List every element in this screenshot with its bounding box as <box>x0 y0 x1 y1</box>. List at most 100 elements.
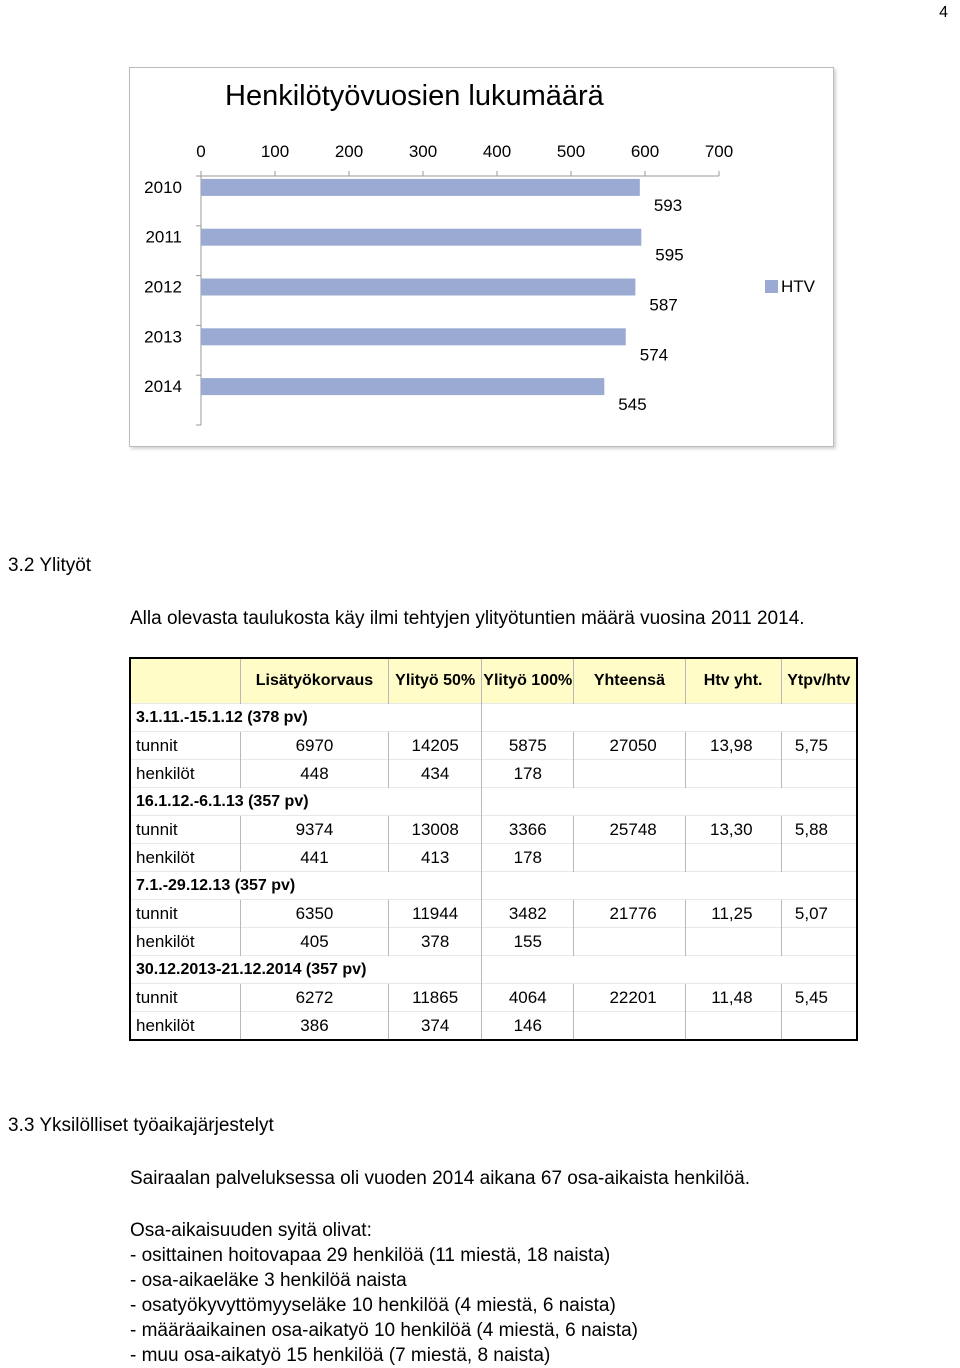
table-header-cell: Ytpv/htv <box>780 658 857 704</box>
period-row: 16.1.12.-6.1.13 (357 pv) <box>130 787 857 816</box>
category-label: 2011 <box>145 228 182 247</box>
legend-swatch <box>765 280 778 293</box>
table-cell <box>684 843 782 872</box>
table-cell: 25748 <box>573 815 686 844</box>
table-cell: 21776 <box>573 899 686 928</box>
table-row: tunnit 9374 13008 3366 25748 13,30 5,88 <box>130 815 857 844</box>
table-header-row: Lisätyökorvaus Ylityö 50% Ylityö 100% Yhtee… <box>130 658 857 704</box>
legend-label: HTV <box>781 277 816 296</box>
table-cell <box>684 927 782 956</box>
x-tick-label: 100 <box>261 142 289 161</box>
table-cell: 374 <box>387 1011 482 1040</box>
table-row: tunnit 6350 11944 3482 21776 11,25 5,07 <box>130 899 857 928</box>
section-heading-ylityot: 3.2 Ylityöt <box>8 555 92 576</box>
data-label: 574 <box>640 345 668 364</box>
category-label: 2013 <box>144 327 182 346</box>
chart-title: Henkilötyövuosien lukumäärä <box>225 80 604 112</box>
table-cell: 5875 <box>481 731 574 760</box>
row-label: henkilöt <box>130 843 241 872</box>
table-cell: 11944 <box>387 899 482 928</box>
period-label: 3.1.11.-15.1.12 (378 pv) <box>130 703 482 732</box>
x-tick-label: 400 <box>483 142 511 161</box>
row-label: henkilöt <box>130 759 241 788</box>
table-cell: 5,88 <box>780 815 857 844</box>
table-row: tunnit 6970 14205 5875 27050 13,98 5,75 <box>130 731 857 760</box>
table-cell: 22201 <box>573 983 686 1012</box>
table-cell: 155 <box>481 927 574 956</box>
table-cell: 5,75 <box>780 731 857 760</box>
section-heading-tyoaikajarjestelyt: 3.3 Yksilölliset työaikajärjestelyt <box>8 1115 274 1136</box>
table-cell: 11,25 <box>684 899 782 928</box>
table-cell: 6272 <box>240 983 389 1012</box>
intro-paragraph: Alla olevasta taulukosta käy ilmi tehtyj… <box>130 608 805 629</box>
table-cell: 178 <box>481 759 574 788</box>
x-tick-label: 500 <box>557 142 585 161</box>
bar <box>201 328 626 346</box>
table-row: henkilöt 405 378 155 <box>130 927 857 956</box>
data-label: 587 <box>649 296 677 315</box>
table-cell: 413 <box>387 843 482 872</box>
table-cell: 378 <box>387 927 482 956</box>
row-label: henkilöt <box>130 1011 241 1040</box>
period-label: 7.1.-29.12.13 (357 pv) <box>130 871 482 900</box>
table-cell: 4064 <box>481 983 574 1012</box>
bar <box>201 178 640 196</box>
reason-item: - määräaikainen osa-aikatyö 10 henkilöä … <box>130 1320 638 1341</box>
period-row: 3.1.11.-15.1.12 (378 pv) <box>130 703 857 732</box>
table-cell: 434 <box>387 759 482 788</box>
table-cell: 146 <box>481 1011 574 1040</box>
data-label: 545 <box>618 395 646 414</box>
table-header-cell: Lisätyökorvaus <box>240 658 389 704</box>
table-row: henkilöt 448 434 178 <box>130 759 857 788</box>
part-time-reasons: Osa-aikaisuuden syitä olivat: - osittain… <box>130 1218 638 1368</box>
table-cell <box>573 759 686 788</box>
table-cell: 178 <box>481 843 574 872</box>
table-cell <box>573 843 686 872</box>
reason-item: - osa-aikaeläke 3 henkilöä naista <box>130 1270 407 1291</box>
reason-item: - osittainen hoitovapaa 29 henkilöä (11 … <box>130 1245 611 1266</box>
data-label: 593 <box>654 196 682 215</box>
table-cell: 5,07 <box>780 899 857 928</box>
page-number: 4 <box>939 4 948 21</box>
table-cell <box>780 759 857 788</box>
table-cell: 9374 <box>240 815 389 844</box>
table-cell <box>684 759 782 788</box>
period-blank <box>481 787 857 816</box>
x-tick-label: 0 <box>196 142 205 161</box>
table-header-cell <box>130 658 241 704</box>
table-cell: 441 <box>240 843 389 872</box>
category-label: 2010 <box>144 178 182 197</box>
table-cell: 405 <box>240 927 389 956</box>
row-label: tunnit <box>130 899 241 928</box>
table-header-cell: Yhteensä <box>573 658 686 704</box>
table-row: henkilöt 386 374 146 <box>130 1011 857 1040</box>
table-cell <box>573 927 686 956</box>
period-row: 7.1.-29.12.13 (357 pv) <box>130 871 857 900</box>
table-cell: 448 <box>240 759 389 788</box>
table-cell: 6970 <box>240 731 389 760</box>
table-cell <box>684 1011 782 1040</box>
x-tick-label: 700 <box>705 142 733 161</box>
reason-item: - muu osa-aikatyö 15 henkilöä (7 miestä,… <box>130 1345 551 1366</box>
table-cell: 13,30 <box>684 815 782 844</box>
table-cell: 11865 <box>387 983 482 1012</box>
reasons-title: Osa-aikaisuuden syitä olivat: <box>130 1220 372 1241</box>
period-blank <box>481 955 857 984</box>
data-label: 595 <box>655 246 683 265</box>
table-header-cell: Ylityö 100% <box>481 658 574 704</box>
table-cell: 13,98 <box>684 731 782 760</box>
table-cell <box>780 843 857 872</box>
overtime-table: Lisätyökorvaus Ylityö 50% Ylityö 100% Yhtee… <box>129 657 858 1041</box>
x-tick-label: 200 <box>335 142 363 161</box>
part-time-paragraph: Sairaalan palveluksessa oli vuoden 2014 … <box>130 1168 751 1189</box>
table-header-cell: Ylityö 50% <box>387 658 482 704</box>
row-label: henkilöt <box>130 927 241 956</box>
category-label: 2014 <box>144 377 182 396</box>
table-cell: 13008 <box>387 815 482 844</box>
bar <box>201 378 605 396</box>
period-label: 30.12.2013-21.12.2014 (357 pv) <box>130 955 482 984</box>
table-cell: 5,45 <box>780 983 857 1012</box>
table-cell: 6350 <box>240 899 389 928</box>
x-tick-label: 300 <box>409 142 437 161</box>
bar <box>201 278 636 296</box>
